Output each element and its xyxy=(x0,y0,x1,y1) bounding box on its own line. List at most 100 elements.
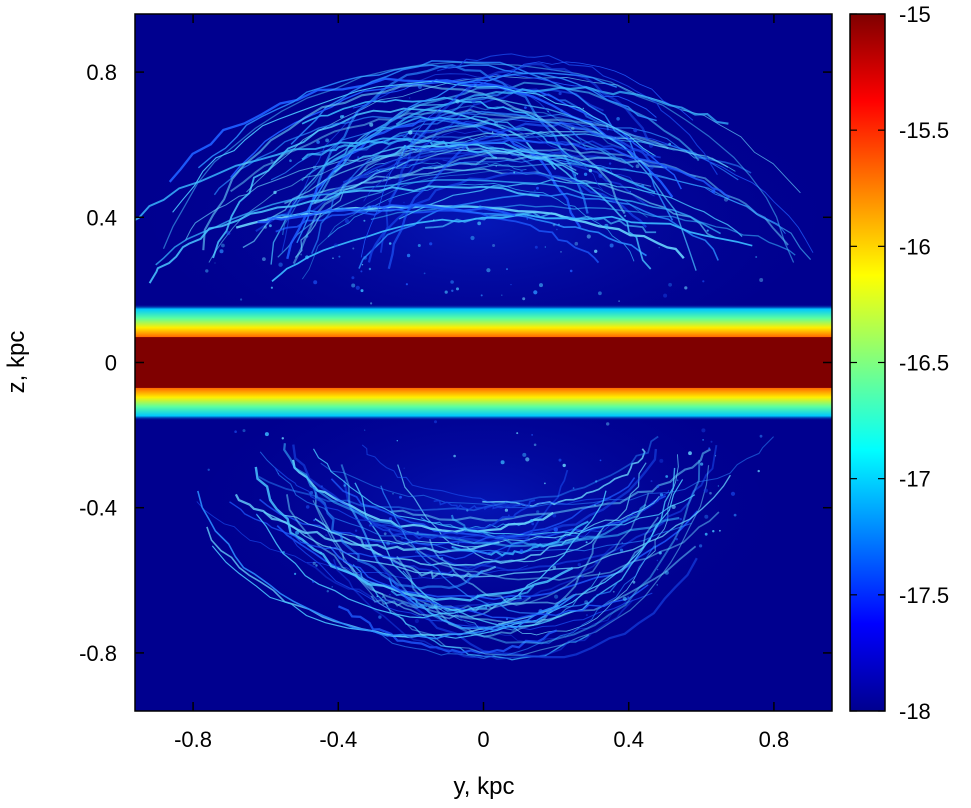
gas-clump xyxy=(571,126,575,131)
gas-clump xyxy=(709,491,712,495)
y-tick-label: -0.8 xyxy=(79,641,117,666)
gas-clump xyxy=(704,532,708,536)
upper-bubble-filament xyxy=(342,138,661,184)
gas-clump xyxy=(476,594,480,598)
gas-clump xyxy=(668,282,672,287)
lower-bubble-filament xyxy=(414,444,718,572)
gas-clump xyxy=(616,117,620,121)
upper-bubble-filament xyxy=(230,81,682,190)
gas-clump xyxy=(316,140,320,144)
gas-clump xyxy=(361,264,364,266)
gas-clump xyxy=(360,289,364,293)
gas-clump xyxy=(533,443,537,447)
gas-clump xyxy=(263,225,267,229)
gas-clump xyxy=(759,278,764,282)
upper-bubble-filament xyxy=(148,185,540,284)
gas-clump xyxy=(408,130,413,135)
gas-clump xyxy=(453,454,456,458)
gas-clump xyxy=(376,595,379,598)
gas-clump xyxy=(704,514,709,519)
gas-clump xyxy=(364,429,366,431)
lower-bubble-filament xyxy=(312,486,484,590)
gas-clump xyxy=(513,171,516,174)
lower-bubble-filament xyxy=(314,492,517,620)
gas-clump xyxy=(325,138,329,143)
gas-clump xyxy=(312,165,317,169)
gas-clump xyxy=(269,224,272,228)
gas-clump xyxy=(554,594,559,599)
gas-clump xyxy=(313,519,316,522)
lower-bubble-filament xyxy=(197,490,567,640)
lower-bubble-filament xyxy=(340,459,701,645)
gas-clump xyxy=(326,590,329,593)
gas-clump xyxy=(699,544,703,548)
lower-bubble-filament xyxy=(274,467,553,540)
gas-clump xyxy=(494,121,499,126)
lower-bubble-filament xyxy=(286,494,697,624)
gas-clump xyxy=(504,508,508,512)
upper-bubble-filament xyxy=(270,96,697,271)
upper-bubble-filament xyxy=(162,61,795,263)
lower-bubble-filament xyxy=(211,479,684,639)
gas-clump xyxy=(403,467,405,469)
gas-clump xyxy=(417,84,422,89)
gas-clump xyxy=(440,557,444,560)
gas-clump xyxy=(536,186,539,190)
gas-clump xyxy=(414,618,419,624)
gas-clump xyxy=(388,242,392,245)
gas-clump xyxy=(702,439,704,441)
upper-bubble-filament xyxy=(286,116,582,260)
gas-clump xyxy=(491,131,494,133)
lower-bubble-filament xyxy=(254,466,574,602)
gas-clump xyxy=(478,205,482,209)
gas-clump xyxy=(418,575,421,578)
gas-clump xyxy=(471,99,476,104)
gas-clump xyxy=(556,228,558,231)
gas-clump xyxy=(633,128,638,133)
gas-clump xyxy=(538,609,543,614)
upper-bubble-filament xyxy=(135,137,656,222)
gas-clump xyxy=(389,593,391,596)
upper-bubble-filament xyxy=(367,171,647,263)
gas-clump xyxy=(688,451,692,456)
gas-clump xyxy=(534,245,538,249)
gas-clump xyxy=(319,551,322,554)
gas-clump xyxy=(495,165,497,167)
gas-clump xyxy=(577,563,581,567)
gas-clump xyxy=(408,97,411,99)
gas-clump xyxy=(524,106,527,109)
gas-clump xyxy=(650,480,653,483)
gas-clump xyxy=(558,458,562,462)
gas-clump xyxy=(382,139,385,142)
gas-clump xyxy=(656,559,659,562)
lower-bubble-filament xyxy=(258,435,659,512)
gas-clump xyxy=(757,469,760,473)
upper-bubble-filament xyxy=(335,118,814,253)
gas-clump xyxy=(214,262,216,264)
upper-bubble-filament xyxy=(172,80,657,213)
gas-clump xyxy=(530,519,534,523)
colorbar-tick-label: -17.5 xyxy=(899,583,949,608)
gas-clump xyxy=(360,270,363,273)
upper-bubble-filament xyxy=(257,203,516,224)
lower-bubble-filament xyxy=(292,444,658,544)
gas-clump xyxy=(315,564,318,567)
lower-bubble-filament xyxy=(428,516,659,606)
gas-clump xyxy=(539,283,543,288)
colorbar-tick-label: -16.5 xyxy=(899,351,949,376)
gas-clump xyxy=(305,235,309,238)
gas-clump xyxy=(526,217,529,220)
gas-clump xyxy=(520,169,523,173)
gas-clump xyxy=(500,460,505,465)
gas-clump xyxy=(270,159,273,162)
upper-bubble-filament xyxy=(275,207,600,264)
gas-clump xyxy=(281,437,284,440)
lower-bubble-filament xyxy=(475,489,670,541)
gas-clump xyxy=(544,246,546,248)
upper-bubble-filament xyxy=(437,53,718,175)
gas-clump xyxy=(435,128,437,130)
gas-clump xyxy=(444,290,448,294)
upper-bubble-filament xyxy=(296,72,618,244)
lower-bubble-filament xyxy=(390,448,712,522)
